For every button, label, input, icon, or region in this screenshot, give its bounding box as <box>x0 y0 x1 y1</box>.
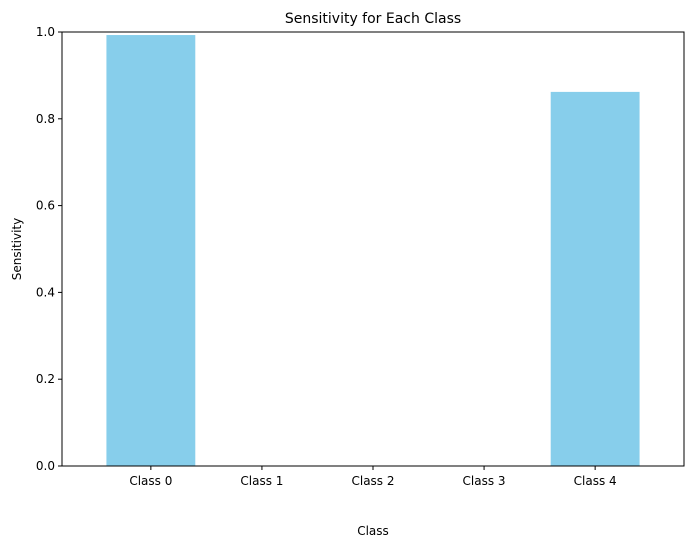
bars-group <box>106 35 640 466</box>
x-tick-label: Class 0 <box>129 474 172 488</box>
y-tick-label: 0.0 <box>36 459 55 473</box>
x-axis-label: Class <box>357 524 389 538</box>
y-axis-ticks: 0.0 0.2 0.4 0.6 0.8 1.0 <box>36 25 62 473</box>
x-tick-label: Class 3 <box>463 474 506 488</box>
y-tick-label: 0.6 <box>36 199 55 213</box>
x-tick-label: Class 2 <box>351 474 394 488</box>
bar-class-0 <box>106 35 196 466</box>
bar-class-4 <box>550 91 640 466</box>
x-tick-label: Class 4 <box>574 474 617 488</box>
y-tick-label: 0.4 <box>36 285 55 299</box>
y-tick-label: 1.0 <box>36 25 55 39</box>
y-axis-label: Sensitivity <box>10 218 24 280</box>
y-tick-label: 0.8 <box>36 112 55 126</box>
x-tick-label: Class 1 <box>240 474 283 488</box>
plot-area: 0.0 0.2 0.4 0.6 0.8 1.0 Class 0 Class 1 Class 2… <box>36 25 685 488</box>
x-axis-ticks: Class 0 Class 1 Class 2 Class 3 Class 4 <box>129 466 617 488</box>
y-tick-label: 0.2 <box>36 372 55 386</box>
chart-title: Sensitivity for Each Class <box>285 11 461 27</box>
